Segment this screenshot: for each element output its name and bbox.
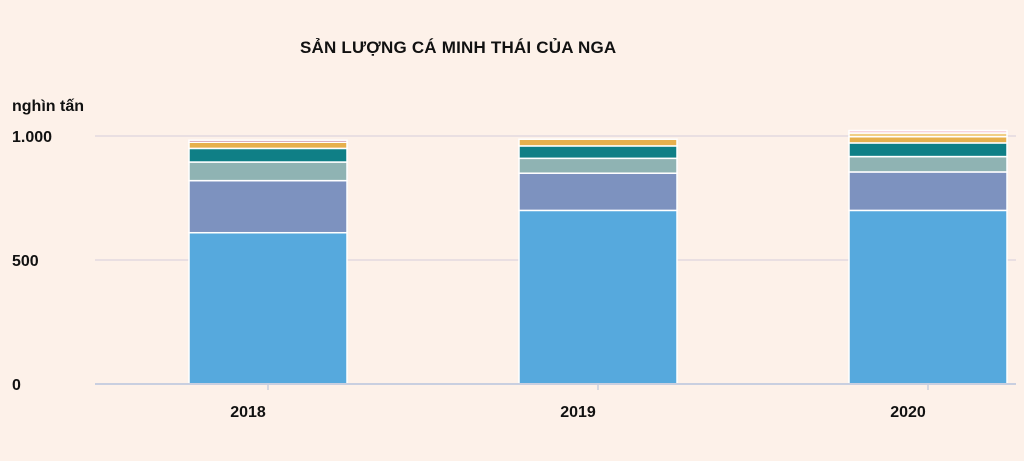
- bar-segment-2019-2: [518, 157, 678, 174]
- chart-title: SẢN LƯỢNG CÁ MINH THÁI CỦA NGA: [300, 38, 617, 57]
- bar-segment-2018-1: [188, 179, 348, 234]
- y-axis-unit-label: nghìn tấn: [12, 98, 84, 115]
- bar-segment-2018-6: [188, 139, 348, 143]
- x-tick-label-2019: 2019: [560, 404, 596, 421]
- bar-stacks: [188, 129, 1008, 385]
- bar-segment-2020-7: [848, 129, 1008, 134]
- bar-segment-2018-2: [188, 161, 348, 182]
- axes: [95, 383, 1016, 390]
- bar-segment-2018-4: [188, 141, 348, 150]
- bar-segment-2019-4: [518, 138, 678, 147]
- bar-segment-2019-3: [518, 145, 678, 160]
- bar-segment-2019-0: [518, 209, 678, 385]
- x-tick-label-2018: 2018: [230, 404, 266, 421]
- bar-segment-2018-0: [188, 231, 348, 385]
- tick-labels: 0 500 1.000 2018 2019 2020: [12, 129, 926, 421]
- bar-segment-2020-2: [848, 155, 1008, 173]
- bar-segment-2020-4: [848, 135, 1008, 144]
- y-tick-label-1: 500: [12, 253, 39, 270]
- y-tick-label-2: 1.000: [12, 129, 52, 146]
- bar-segment-2019-1: [518, 172, 678, 212]
- x-tick-label-2020: 2020: [890, 404, 926, 421]
- bar-segment-2018-3: [188, 147, 348, 163]
- bar-segment-2020-0: [848, 209, 1008, 385]
- bar-segment-2020-1: [848, 171, 1008, 212]
- bar-segment-2020-3: [848, 142, 1008, 158]
- y-tick-label-0: 0: [12, 377, 21, 394]
